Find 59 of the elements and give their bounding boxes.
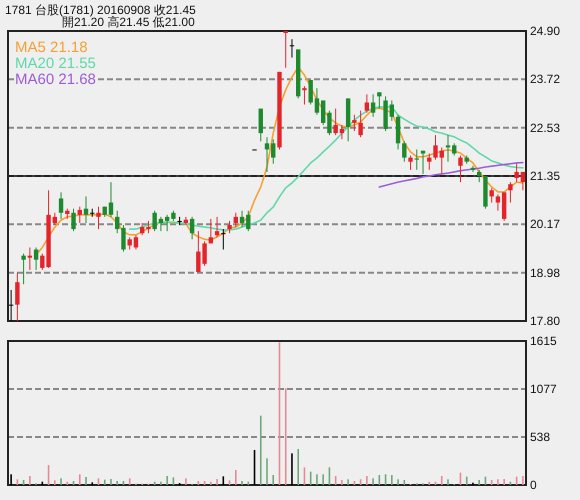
candlestick	[458, 155, 463, 183]
candlestick	[352, 114, 357, 132]
y-tick-label: 0	[530, 478, 537, 492]
candlestick	[40, 253, 45, 270]
candlestick	[84, 196, 88, 224]
candlestick	[90, 208, 94, 218]
candlestick	[65, 208, 70, 220]
y-tick-label: 24.90	[530, 24, 560, 38]
candlestick	[227, 220, 232, 234]
y-tick-label: 1615	[530, 334, 558, 348]
candlestick	[302, 86, 307, 106]
y-tick-label: 21.35	[530, 169, 560, 183]
candlestick	[102, 206, 107, 218]
candlestick	[34, 246, 38, 270]
candlestick	[121, 224, 126, 252]
candlestick	[21, 253, 26, 285]
y-tick-label: 18.98	[530, 266, 560, 280]
candlestick	[452, 142, 456, 156]
y-tick-label: 20.17	[530, 217, 560, 232]
line-series	[378, 162, 524, 188]
candlestick	[202, 240, 207, 266]
candlestick	[221, 228, 226, 250]
candlestick	[28, 246, 32, 270]
candlestick	[115, 210, 120, 234]
y-tick-label: 1077	[530, 382, 558, 396]
candlestick	[8, 289, 14, 322]
chart-subtitle: 開21.20 高21.45 低21.00	[62, 15, 196, 29]
y-tick-label: 538	[530, 430, 550, 444]
candlestick	[58, 192, 64, 220]
chart-title: 1781 台股(1781) 20160908 收21.45	[5, 3, 196, 17]
candlestick	[196, 230, 201, 272]
candlestick	[377, 92, 382, 110]
candlestick	[364, 94, 370, 114]
candlestick	[476, 169, 482, 183]
candlestick	[284, 30, 288, 68]
candlestick	[246, 210, 250, 232]
candlestick	[370, 94, 376, 118]
candlestick	[440, 146, 444, 174]
y-tick-label: 17.80	[530, 314, 560, 328]
candlestick	[214, 216, 220, 238]
candlestick	[271, 138, 276, 164]
candlestick	[15, 272, 20, 322]
candlestick	[358, 110, 363, 138]
candlestick	[402, 140, 406, 162]
candlestick	[508, 182, 513, 204]
candlestick	[427, 153, 432, 170]
y-tick-label: 22.53	[530, 120, 560, 135]
candlestick	[78, 206, 82, 224]
y-tick-label: 23.72	[530, 72, 560, 86]
text: MA60 21.68	[15, 71, 96, 88]
candlestick	[420, 150, 426, 174]
text: MA20 21.55	[15, 55, 96, 72]
candlestick	[489, 188, 494, 204]
candlestick	[208, 218, 214, 244]
candlestick	[234, 212, 238, 228]
candlestick	[190, 216, 194, 240]
text: MA5 21.18	[15, 39, 88, 56]
candlestick	[496, 194, 500, 212]
candlestick	[108, 182, 114, 218]
